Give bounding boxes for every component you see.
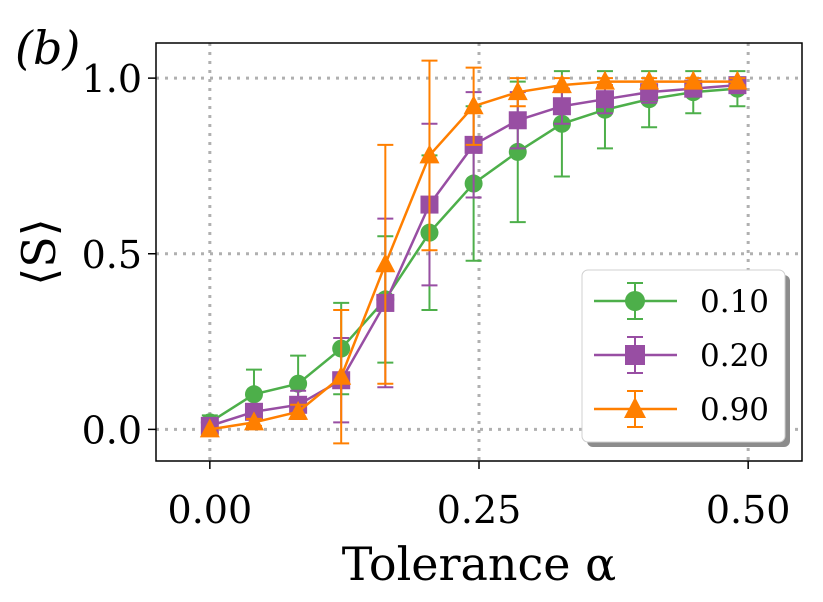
panel-label: (b): [15, 21, 80, 75]
data-point: [289, 374, 308, 393]
x-axis-label: Tolerance α: [342, 537, 616, 591]
legend-label: 0.90: [700, 392, 769, 428]
x-tick-label: 0.25: [437, 488, 522, 532]
y-tick-label: 0.5: [82, 233, 142, 277]
series-layer: [199, 59, 748, 445]
data-point: [463, 95, 484, 115]
data-point: [683, 70, 704, 90]
data-point: [507, 81, 528, 101]
x-tick-label: 0.00: [168, 488, 253, 532]
data-point: [595, 90, 614, 109]
axes: 0.00 0.25 0.50 0.0 0.5 1.0: [82, 57, 791, 532]
data-point: [419, 144, 440, 164]
data-point: [331, 365, 352, 385]
legend-entry-0.90: 0.90: [594, 390, 769, 428]
data-point: [552, 97, 571, 116]
legend-marker: [625, 291, 645, 311]
legend-box: [581, 269, 786, 443]
legend: 0.10 0.20 0.90: [581, 269, 790, 447]
legend-entry-0.10: 0.10: [594, 282, 769, 320]
data-point: [288, 400, 309, 420]
y-tick-label: 0.0: [82, 408, 142, 452]
legend-label: 0.20: [700, 338, 769, 374]
legend-marker: [624, 397, 646, 418]
data-point: [639, 70, 660, 90]
data-point: [594, 70, 615, 90]
x-tick-label: 0.50: [706, 488, 791, 532]
data-point: [375, 253, 396, 273]
data-point: [244, 385, 263, 404]
y-tick-label: 1.0: [82, 57, 142, 101]
legend-entry-0.20: 0.20: [594, 336, 769, 374]
data-point: [508, 111, 527, 130]
legend-marker: [625, 345, 645, 365]
data-point: [243, 411, 264, 431]
data-point: [199, 418, 220, 438]
data-point: [551, 74, 572, 94]
series-0.90: [199, 59, 748, 445]
y-axis-label: ⟨S⟩: [12, 218, 66, 285]
data-point: [727, 70, 748, 90]
legend-label: 0.10: [700, 284, 769, 320]
grid: [156, 43, 802, 461]
